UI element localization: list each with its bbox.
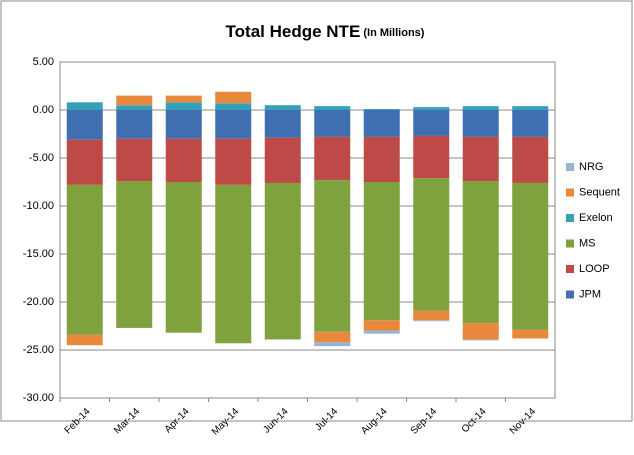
legend-label: NRG [579, 161, 603, 173]
bar-segment [314, 110, 351, 137]
bar-segment [512, 106, 549, 110]
bar-segment [413, 107, 450, 110]
bar-segment [116, 105, 153, 110]
legend-swatch [566, 163, 574, 171]
bar-segment [66, 102, 103, 110]
bar-segment [264, 182, 301, 340]
bar-segment [413, 178, 450, 311]
bar-segment [512, 110, 549, 137]
bar-segment [165, 182, 202, 333]
y-tick-label: -20.00 [23, 296, 54, 308]
bar-segment [363, 109, 400, 110]
legend-swatch [566, 290, 574, 299]
bar-segment [512, 136, 549, 183]
bar-segment [413, 135, 450, 179]
y-tick-label: -15.00 [23, 248, 54, 260]
legend-label: LOOP [579, 263, 610, 275]
bar-segment [165, 95, 202, 103]
bar-segment [363, 136, 400, 182]
bar-segment [314, 136, 351, 181]
y-tick-label: -25.00 [23, 344, 54, 356]
bar-segment [462, 136, 499, 182]
legend-swatch [566, 265, 574, 273]
bar-segment [66, 110, 103, 140]
bar-segment [116, 95, 153, 106]
legend-swatch [566, 214, 574, 222]
bar-segment [66, 334, 103, 346]
legend-label: Sequent [579, 186, 620, 198]
y-tick-label: -5.00 [29, 152, 54, 164]
bar-segment [314, 342, 351, 347]
bar-segment [462, 106, 499, 110]
bar-segment [116, 181, 153, 328]
bar-segment [66, 139, 103, 185]
bar-segment [215, 138, 252, 185]
bar-segment [314, 331, 351, 343]
y-tick-label: -30.00 [23, 392, 54, 404]
bar-segment [215, 184, 252, 344]
chart-title: Total Hedge NTE (In Millions) [226, 22, 425, 41]
bar-segment [264, 137, 301, 183]
bar-segment [165, 102, 202, 110]
y-tick-label: 0.00 [33, 104, 54, 116]
legend-label: JPM [579, 288, 601, 300]
legend-swatch [566, 239, 574, 248]
bar-segment [363, 110, 400, 137]
bar-segment [165, 110, 202, 139]
bar-segment [264, 105, 301, 110]
bar-segment [363, 320, 400, 331]
bar-segment [363, 182, 400, 321]
bar-segment [462, 339, 499, 341]
y-tick-label: -10.00 [23, 200, 54, 212]
bar-segment [413, 320, 450, 322]
bar-segment [363, 330, 400, 334]
bar-segment [413, 310, 450, 321]
bar-segment [512, 182, 549, 330]
bar-segment [314, 106, 351, 110]
bar-segment [512, 329, 549, 339]
bar-segment [462, 323, 499, 340]
bar-segment [462, 181, 499, 324]
bar-segment [215, 91, 252, 104]
legend-label: Exelon [579, 212, 613, 224]
bar-segment [314, 180, 351, 332]
bar-segment [116, 110, 153, 139]
bar-segment [413, 110, 450, 136]
legend-swatch [566, 188, 574, 197]
bar-segment [215, 103, 252, 110]
bar-segment [165, 138, 202, 182]
bar-segment [462, 110, 499, 137]
y-tick-label: 5.00 [33, 56, 54, 68]
bar-segment [66, 184, 103, 335]
legend-label: MS [579, 237, 596, 249]
bar-segment [264, 110, 301, 138]
bar-segment [215, 110, 252, 139]
bar-segment [116, 138, 153, 182]
